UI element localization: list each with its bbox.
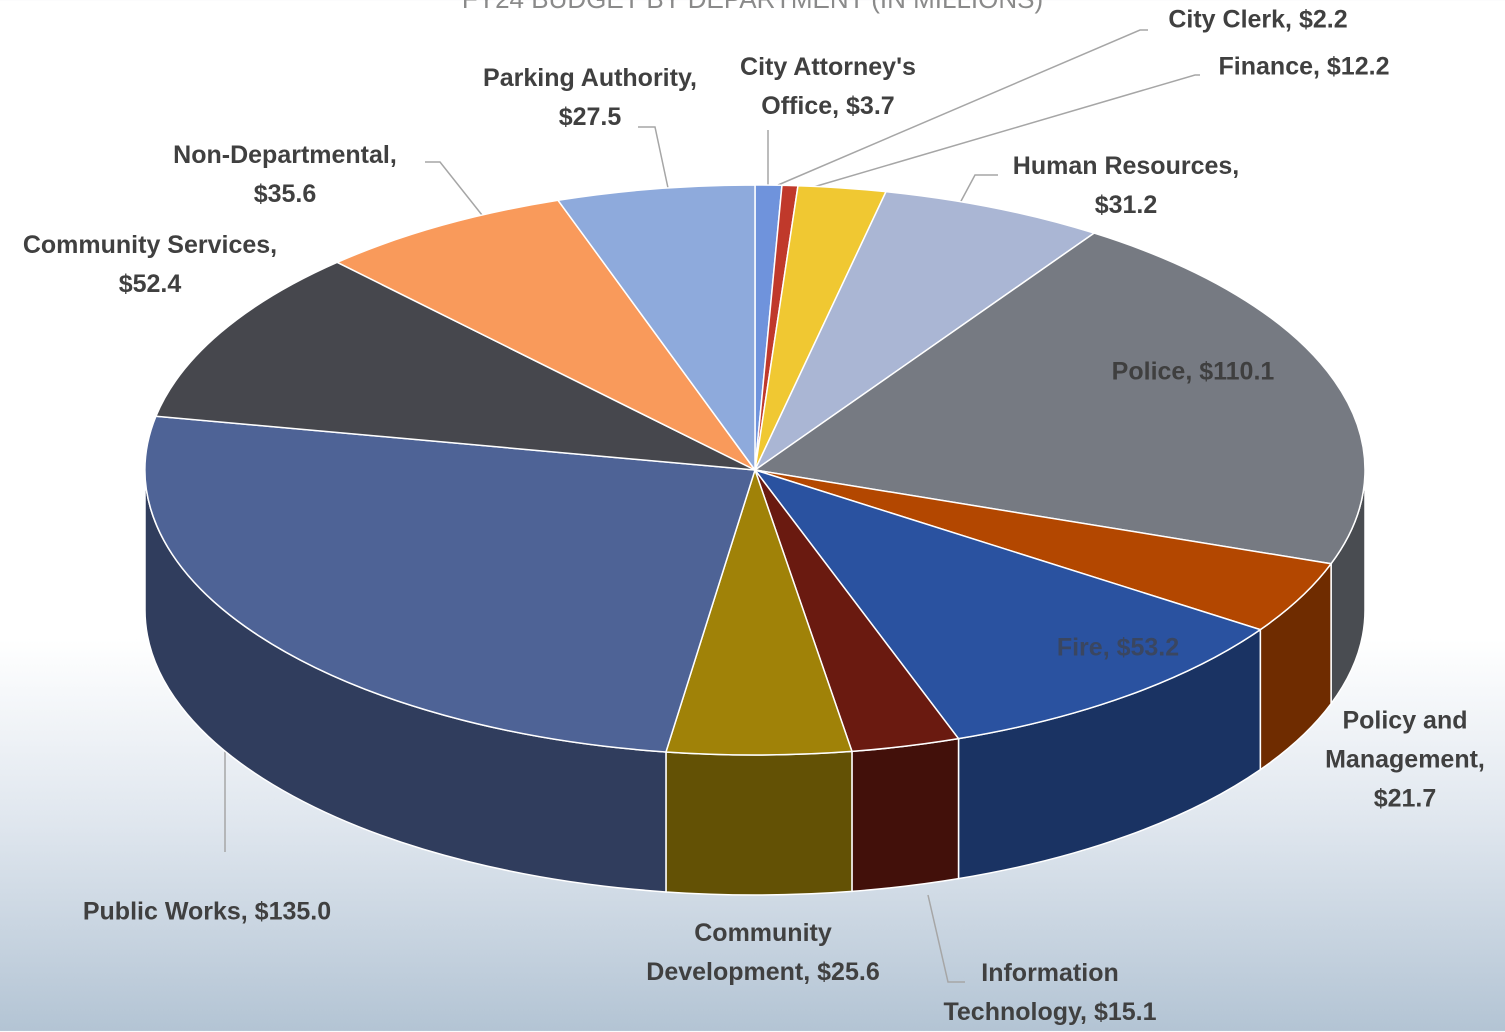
data-label: Public Works, $135.0 [82, 897, 332, 926]
data-label: Community Development, $25.6 [646, 919, 880, 986]
data-label: City Clerk, $2.2 [1168, 5, 1348, 34]
leader-line [809, 74, 1200, 189]
data-label: Policy and Management, $21.7 [1325, 706, 1485, 813]
slice-side [851, 737, 960, 893]
data-label: Fire, $53.2 [1056, 633, 1180, 662]
data-label: City Attorney's Office, $3.7 [740, 53, 923, 120]
data-label: Finance, $12.2 [1218, 52, 1390, 81]
data-label: Human Resources, $31.2 [1012, 152, 1240, 219]
slice [752, 468, 1263, 740]
data-label: Parking Authority, $27.5 [483, 64, 697, 131]
leader-line [777, 29, 1148, 186]
pie-tops [144, 184, 1366, 756]
data-label: Information Technology, $15.1 [943, 959, 1157, 1026]
leader-lines [224, 29, 1200, 983]
leader-line [927, 894, 965, 983]
leader-line [638, 126, 669, 189]
data-label: Community Services, $52.4 [22, 231, 278, 298]
leader-line [959, 174, 998, 204]
pie-sides [144, 469, 1366, 896]
slice [753, 232, 1366, 565]
slice [144, 415, 756, 753]
slice-side [665, 750, 853, 896]
slice [753, 190, 1096, 473]
slice [556, 184, 756, 473]
chart-title: FY24 BUDGET BY DEPARTMENT (IN MILLIONS) [0, 0, 1505, 15]
data-label: Non-Departmental, $35.6 [173, 141, 397, 208]
leader-line [425, 161, 483, 216]
data-label: Police, $110.1 [1111, 357, 1275, 386]
slice [335, 199, 756, 471]
slice [664, 467, 853, 756]
slice [154, 261, 756, 471]
